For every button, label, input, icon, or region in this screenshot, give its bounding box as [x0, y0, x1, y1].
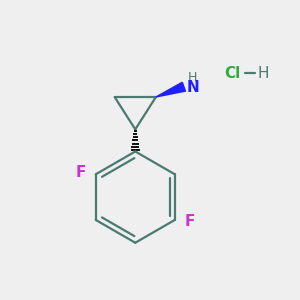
Text: H: H	[188, 71, 197, 84]
Text: H: H	[258, 66, 269, 81]
Text: Cl: Cl	[224, 66, 241, 81]
Polygon shape	[156, 82, 185, 97]
Text: F: F	[185, 214, 195, 229]
Text: N: N	[186, 80, 199, 95]
Text: F: F	[75, 165, 85, 180]
